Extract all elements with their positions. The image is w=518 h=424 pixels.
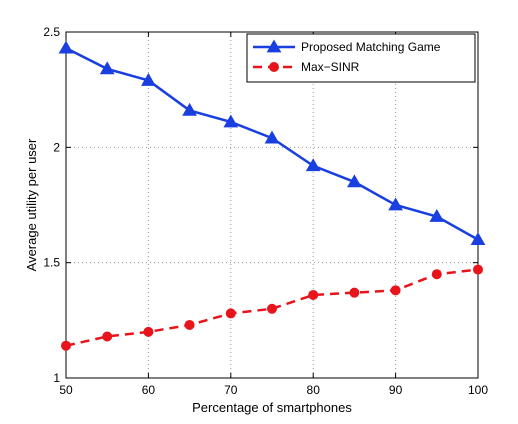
x-tick-label: 100: [468, 383, 488, 397]
data-point: [470, 232, 486, 245]
data-point: [473, 264, 483, 275]
x-tick-label: 70: [224, 383, 238, 397]
data-point: [225, 308, 236, 319]
x-tick-label: 90: [389, 383, 403, 397]
y-tick-label: 2.5: [43, 25, 60, 39]
y-axis-label: Average utility per user: [24, 138, 39, 271]
data-point: [184, 319, 195, 330]
series-0: [58, 40, 486, 245]
series-line: [65, 268, 479, 347]
data-point: [429, 209, 445, 222]
legend-marker: [269, 62, 279, 72]
grid: [66, 32, 478, 378]
data-point: [431, 269, 442, 280]
data-point: [223, 114, 239, 128]
data-point: [102, 331, 113, 342]
data-point: [349, 287, 360, 298]
data-point: [61, 340, 71, 351]
y-tick-label: 1: [53, 371, 60, 385]
x-tick-label: 60: [142, 383, 156, 397]
data-point: [347, 174, 362, 188]
data-point: [308, 289, 319, 300]
y-tick-label: 2: [53, 140, 60, 154]
legend-marker: [266, 39, 282, 53]
series-1: [61, 264, 483, 351]
data-point: [390, 285, 401, 296]
data-point: [143, 326, 154, 337]
x-tick-label: 80: [307, 383, 321, 397]
y-tick-label: 1.5: [43, 256, 60, 270]
legend-box: [246, 33, 476, 83]
axis-ticks: 50 60 70 80 90 100 1 1.5 2 2.5: [43, 25, 488, 397]
data-point: [388, 197, 403, 211]
data-point: [58, 40, 74, 54]
legend-item: Proposed Matching Game: [253, 39, 441, 54]
legend-label: Proposed Matching Game: [301, 40, 441, 54]
data-point: [264, 130, 280, 144]
data-point: [267, 303, 277, 314]
data-point: [141, 72, 156, 86]
data-point: [99, 61, 115, 75]
data-point: [305, 158, 321, 172]
x-tick-label: 50: [59, 383, 73, 397]
x-axis-label: Percentage of smartphones: [192, 400, 352, 415]
data-point: [182, 102, 197, 116]
legend: Proposed Matching Game Max−SINR: [246, 33, 476, 83]
legend-label: Max−SINR: [301, 60, 360, 74]
plot-area: [65, 31, 479, 379]
legend-item: Max−SINR: [253, 60, 360, 74]
series-layer: [58, 40, 486, 351]
